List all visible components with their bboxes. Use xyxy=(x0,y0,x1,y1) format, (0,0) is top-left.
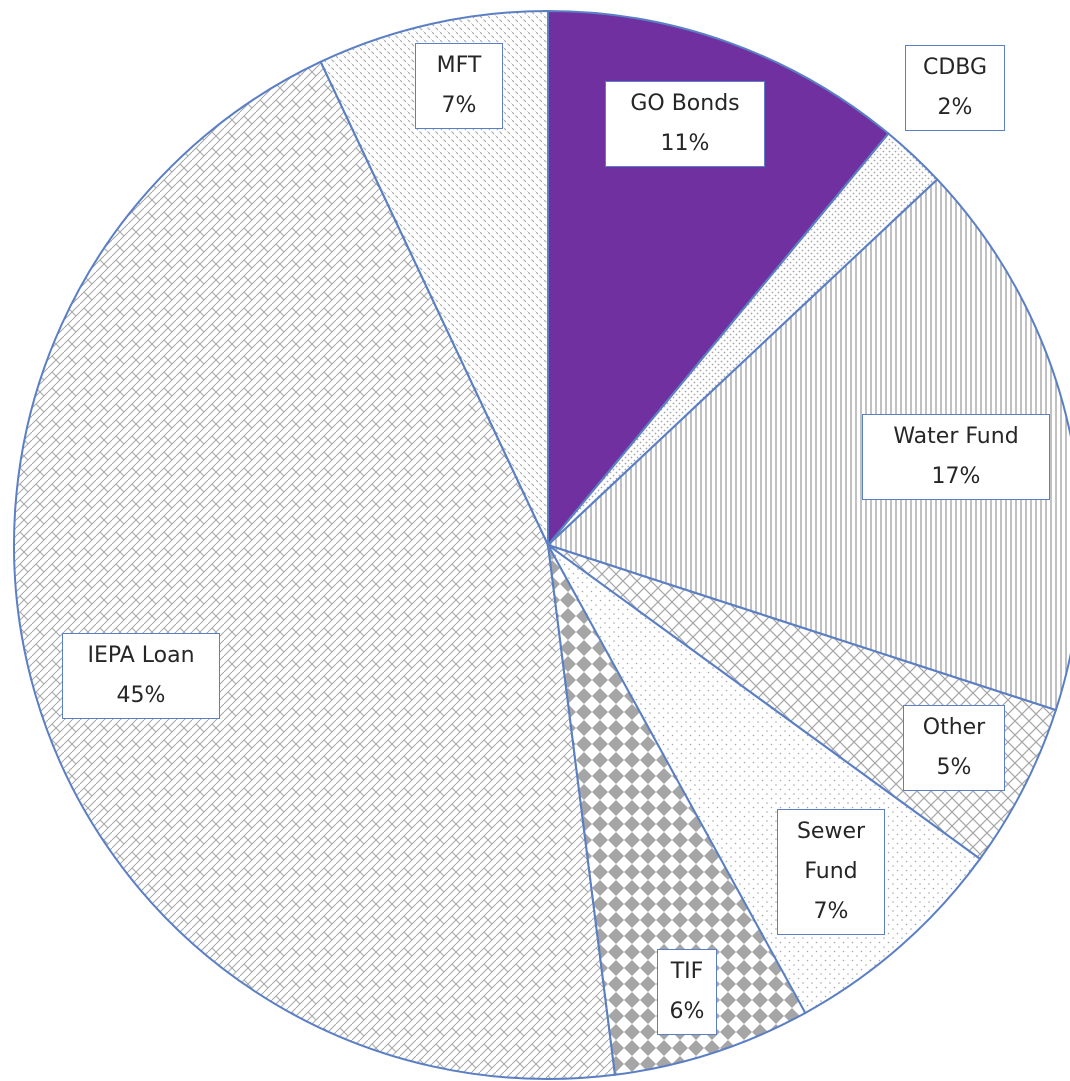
slice-name: MFT xyxy=(436,53,482,78)
slice-value: 7% xyxy=(441,93,477,118)
slice-name: CDBG xyxy=(922,55,988,80)
pie-slice xyxy=(13,60,617,1080)
slice-name: IEPA Loan xyxy=(87,643,195,668)
data-label: Sewer Fund 7% xyxy=(777,809,885,935)
slice-value: 17% xyxy=(931,464,981,489)
slice-value: 45% xyxy=(116,683,166,708)
slice-value: 7% xyxy=(813,899,849,924)
slice-name: Sewer Fund xyxy=(796,819,866,884)
data-label: GO Bonds 11% xyxy=(605,81,765,167)
data-label: MFT 7% xyxy=(415,43,503,129)
slice-name: TIF xyxy=(670,959,704,984)
slice-value: 11% xyxy=(660,131,710,156)
slice-name: Other xyxy=(922,715,986,740)
data-label: CDBG 2% xyxy=(905,45,1005,131)
data-label: TIF 6% xyxy=(657,949,717,1035)
pie-slice xyxy=(546,178,1070,712)
data-label: Water Fund 17% xyxy=(862,414,1050,500)
slice-value: 2% xyxy=(937,95,973,120)
data-label: Other 5% xyxy=(903,705,1005,791)
data-label: IEPA Loan 45% xyxy=(62,633,220,719)
pie-slice xyxy=(319,9,549,546)
slice-value: 6% xyxy=(669,999,705,1024)
slice-name: GO Bonds xyxy=(630,91,740,116)
slice-value: 5% xyxy=(936,755,972,780)
slice-name: Water Fund xyxy=(893,424,1019,449)
pie-slice xyxy=(547,544,807,1076)
